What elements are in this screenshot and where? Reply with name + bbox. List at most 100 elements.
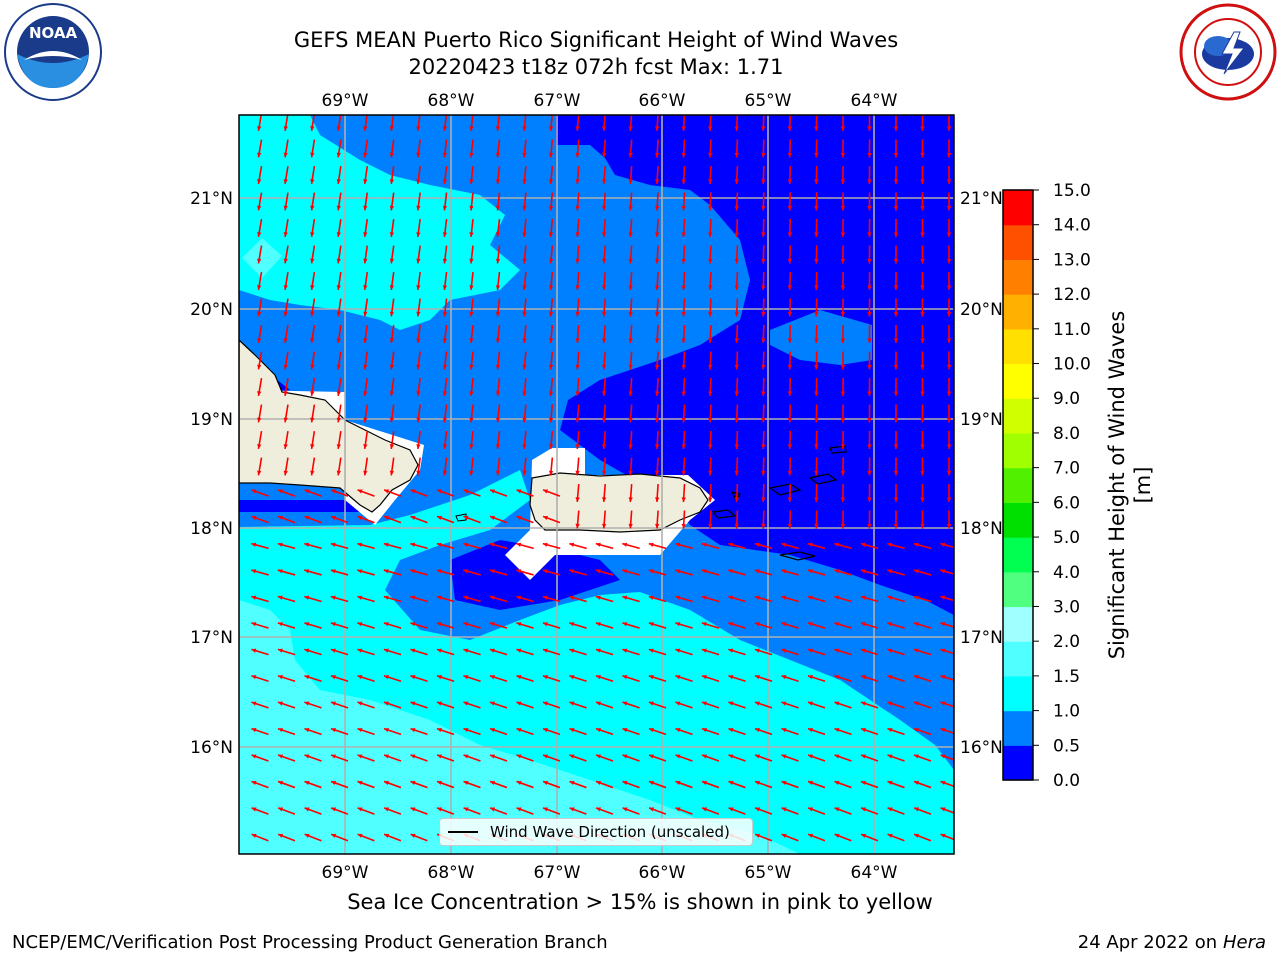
wave-direction-arrow	[357, 595, 375, 603]
wave-direction-arrow	[860, 622, 879, 629]
wave-direction-arrow	[867, 192, 872, 211]
wave-direction-arrow	[283, 271, 289, 291]
wave-direction-arrow	[814, 218, 819, 238]
wave-direction-arrow	[814, 245, 819, 264]
wave-direction-arrow	[575, 139, 580, 158]
wave-direction-arrow	[628, 271, 633, 291]
wave-direction-arrow	[940, 754, 954, 761]
wave-direction-arrow	[575, 218, 580, 238]
wave-direction-arrow	[416, 351, 421, 370]
lat-tick-label-left: 21°N	[190, 189, 233, 209]
wave-direction-arrow	[363, 115, 368, 132]
wave-direction-arrow	[257, 139, 263, 158]
wave-direction-arrow	[628, 218, 633, 238]
wave-direction-arrow	[601, 351, 607, 370]
wave-direction-arrow	[734, 404, 739, 423]
wave-direction-arrow	[310, 271, 316, 291]
wave-direction-arrow	[601, 430, 607, 450]
wave-direction-arrow	[807, 622, 826, 629]
wave-direction-arrow	[330, 780, 349, 789]
wave-direction-arrow	[834, 569, 852, 576]
wave-direction-arrow	[410, 833, 428, 842]
wave-direction-arrow	[436, 595, 455, 603]
wave-direction-arrow	[601, 165, 607, 185]
colorbar-tick-label: 1.0	[1053, 702, 1080, 722]
wave-direction-arrow	[675, 569, 693, 576]
wave-direction-arrow	[814, 457, 819, 476]
wave-direction-arrow	[728, 727, 746, 736]
wave-direction-arrow	[442, 271, 448, 291]
colorbar-tick-label: 5.0	[1053, 528, 1080, 548]
wave-direction-arrow	[310, 218, 316, 238]
wave-direction-arrow	[283, 139, 289, 158]
wave-direction-arrow	[840, 218, 846, 238]
colorbar-frame	[1002, 189, 1034, 781]
wave-direction-arrow	[251, 701, 269, 709]
wave-direction-arrow	[410, 542, 428, 550]
wave-direction-arrow	[595, 542, 614, 550]
wave-direction-arrow	[946, 377, 952, 397]
wave-direction-arrow	[516, 674, 534, 683]
wave-direction-arrow	[516, 754, 534, 762]
lon-tick-label-bottom: 68°W	[428, 863, 475, 883]
wave-direction-arrow	[734, 510, 739, 529]
wave-direction-arrow	[887, 595, 905, 603]
wave-direction-arrow	[893, 483, 899, 503]
wave-direction-arrow	[469, 192, 474, 211]
wave-direction-arrow	[495, 457, 501, 476]
wave-direction-arrow	[761, 483, 766, 503]
wave-direction-arrow	[913, 833, 932, 842]
wave-direction-arrow	[628, 115, 633, 132]
wave-direction-arrow	[708, 404, 713, 423]
colorbar-tick-label: 14.0	[1053, 216, 1091, 236]
wave-direction-arrow	[681, 139, 686, 158]
wave-direction-arrow	[416, 404, 421, 423]
wave-direction-arrow	[410, 648, 428, 656]
wave-direction-arrow	[781, 807, 799, 815]
wave-direction-arrow	[304, 622, 322, 629]
wave-direction-arrow	[522, 324, 527, 344]
wave-direction-arrow	[575, 298, 580, 317]
wave-direction-arrow	[734, 351, 739, 370]
wave-direction-arrow	[277, 622, 296, 629]
wave-direction-arrow	[410, 754, 428, 762]
wave-direction-arrow	[887, 833, 905, 842]
wave-direction-arrow	[814, 351, 819, 370]
wave-direction-arrow	[569, 648, 587, 656]
wave-direction-arrow	[277, 542, 296, 550]
wave-direction-arrow	[893, 139, 899, 158]
wave-direction-arrow	[681, 351, 686, 370]
lat-tick-label-right: 17°N	[960, 628, 1003, 648]
wave-direction-arrow	[595, 648, 614, 656]
colorbar-segment	[1003, 606, 1033, 642]
wave-direction-arrow	[251, 569, 269, 576]
wave-direction-arrow	[893, 351, 899, 370]
wave-direction-arrow	[548, 430, 554, 450]
wave-direction-arrow	[601, 139, 607, 158]
wave-direction-arrow	[754, 622, 773, 629]
wave-direction-arrow	[787, 192, 793, 211]
wave-direction-arrow	[569, 807, 587, 815]
wave-direction-arrow	[628, 377, 633, 397]
wave-direction-arrow	[920, 245, 925, 264]
wave-direction-arrow	[522, 377, 527, 397]
wave-direction-arrow	[708, 430, 713, 450]
wave-direction-arrow	[304, 833, 322, 842]
wave-direction-arrow	[708, 165, 713, 185]
wave-direction-arrow	[575, 192, 580, 211]
wave-direction-arrow	[569, 754, 587, 762]
colorbar-segment	[1003, 502, 1033, 538]
wave-direction-arrow	[277, 833, 296, 842]
lon-tick-label-bottom: 64°W	[851, 863, 898, 883]
wave-direction-arrow	[522, 139, 527, 158]
wave-direction-arrow	[463, 674, 481, 683]
wave-direction-arrow	[893, 430, 899, 450]
wave-direction-arrow	[887, 674, 905, 683]
wave-direction-arrow	[814, 115, 819, 132]
wave-direction-arrow	[383, 754, 402, 762]
colorbar-tick-label: 15.0	[1053, 181, 1091, 201]
wave-direction-arrow	[522, 115, 527, 132]
wave-direction-arrow	[681, 457, 686, 476]
wave-direction-arrow	[257, 377, 263, 397]
wave-direction-arrow	[601, 377, 607, 397]
